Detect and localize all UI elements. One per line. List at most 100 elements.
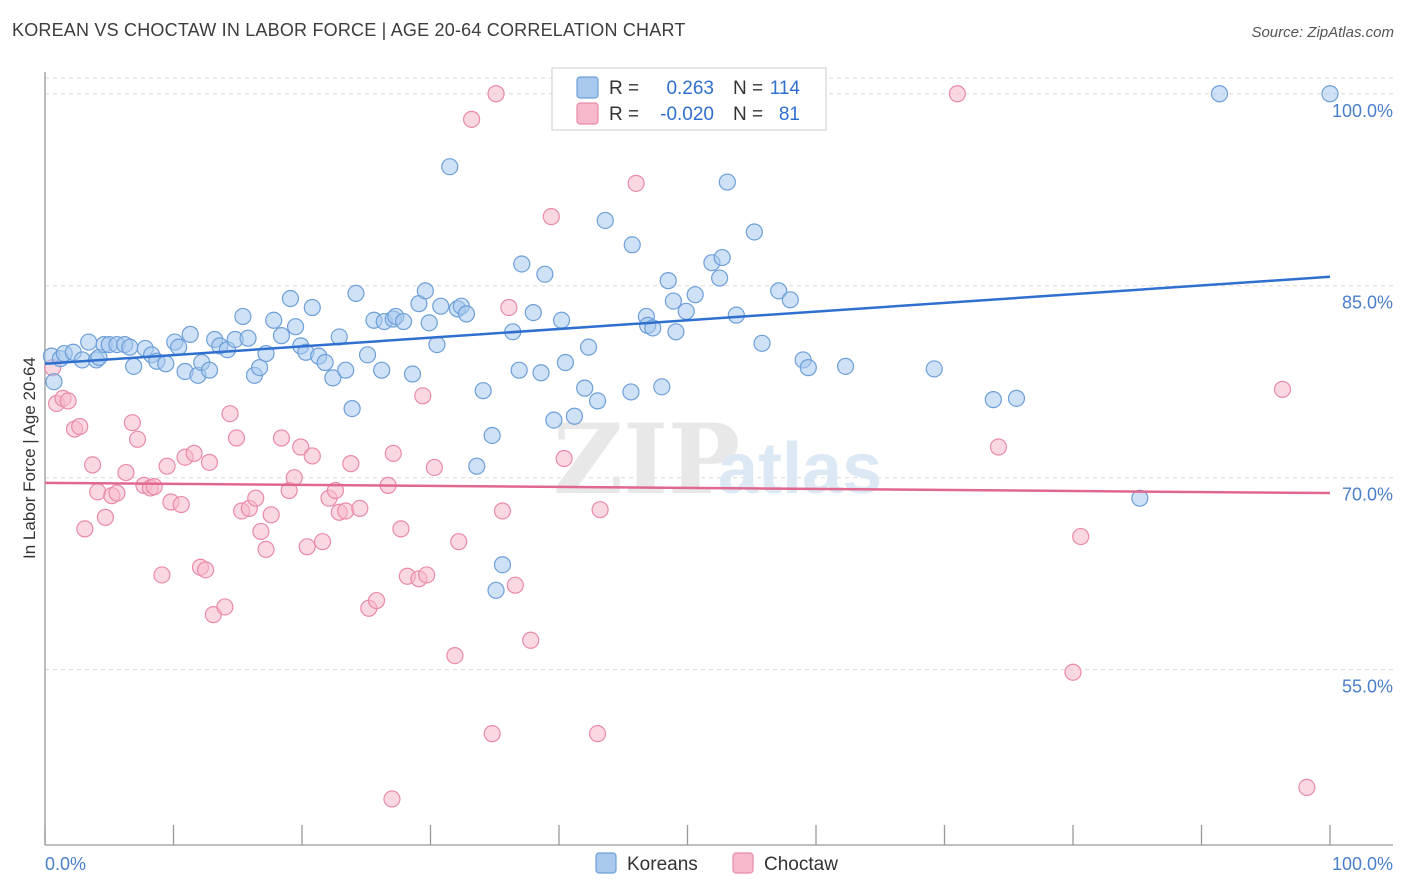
- korean-point: [576, 379, 594, 397]
- choctaw-point: [383, 790, 401, 808]
- korean-point: [80, 333, 98, 351]
- korean-point: [170, 338, 188, 356]
- korean-point: [343, 399, 361, 418]
- choctaw-point: [83, 456, 102, 474]
- korean-point: [799, 359, 817, 377]
- choctaw-point: [272, 429, 291, 447]
- korean-point: [667, 323, 685, 341]
- korean-point: [532, 364, 550, 382]
- korean-point: [45, 373, 63, 391]
- bottom-legend-label-koreans: Koreans: [627, 854, 698, 875]
- korean-point: [324, 369, 342, 387]
- choctaw-trend-line: [44, 481, 1331, 495]
- korean-point: [552, 311, 571, 329]
- korean-point: [513, 255, 531, 273]
- choctaw-point: [96, 508, 114, 526]
- korean-point: [718, 173, 736, 191]
- choctaw-point: [506, 576, 524, 594]
- trend-lines: [44, 275, 1331, 495]
- korean-point: [157, 355, 175, 373]
- stats-legend: R = 0.263 N = 114 R = -0.020 N = 81: [551, 67, 827, 131]
- korean-point: [303, 298, 321, 317]
- korean-point: [545, 411, 563, 429]
- korean-point: [121, 338, 139, 356]
- korean-point: [432, 297, 450, 315]
- korean-point: [125, 357, 143, 375]
- y-tick-labels: 55.0% 70.0% 85.0% 100.0%: [1332, 101, 1393, 697]
- choctaw-point: [627, 174, 645, 192]
- y-axis-label: In Labor Force | Age 20-64: [20, 357, 39, 559]
- korean-point: [770, 282, 788, 300]
- korean-point: [420, 314, 438, 332]
- choctaw-points: [44, 85, 1316, 808]
- korean-point: [745, 223, 763, 241]
- choctaw-point: [292, 438, 310, 456]
- choctaw-point: [392, 520, 410, 538]
- choctaw-point: [588, 725, 607, 743]
- series-legend: Koreans Choctaw: [595, 852, 838, 875]
- korean-point: [250, 359, 269, 377]
- korean-point: [316, 353, 334, 372]
- choctaw-point: [342, 455, 360, 473]
- legend-r-label-koreans: R =: [609, 78, 639, 99]
- korean-point: [394, 312, 413, 331]
- y-tick-label: 70.0%: [1342, 485, 1393, 505]
- choctaw-point: [108, 484, 126, 502]
- bottom-legend-swatch-koreans: [595, 852, 617, 874]
- korean-point: [239, 329, 257, 347]
- choctaw-point: [153, 566, 171, 584]
- y-tick-label: 100.0%: [1332, 101, 1393, 121]
- korean-point: [265, 311, 283, 329]
- choctaw-point: [487, 85, 505, 103]
- korean-point: [664, 292, 682, 310]
- korean-point: [524, 304, 542, 322]
- choctaw-point: [1072, 527, 1090, 546]
- korean-point: [623, 236, 641, 254]
- choctaw-point: [493, 502, 512, 520]
- legend-swatch-koreans: [576, 76, 599, 99]
- legend-r-value-koreans: 0.263: [666, 78, 714, 99]
- korean-point: [286, 318, 305, 336]
- korean-point: [677, 302, 695, 320]
- korean-point: [556, 353, 575, 372]
- korean-point: [536, 265, 554, 283]
- choctaw-point: [59, 392, 77, 410]
- legend-n-label-koreans: N =: [733, 78, 763, 99]
- axes: [44, 72, 1393, 846]
- chart-title: KOREAN VS CHOCTAW IN LABOR FORCE | AGE 2…: [12, 20, 686, 40]
- korean-point: [181, 325, 199, 343]
- choctaw-point: [117, 463, 135, 482]
- choctaw-point: [285, 469, 303, 487]
- choctaw-point: [123, 414, 141, 432]
- choctaw-point: [227, 429, 246, 447]
- korean-point: [487, 581, 505, 599]
- choctaw-point: [414, 387, 432, 405]
- choctaw-point: [450, 533, 468, 551]
- korean-point: [337, 361, 355, 379]
- choctaw-point: [591, 501, 609, 519]
- y-tick-label: 55.0%: [1342, 677, 1393, 697]
- choctaw-point: [446, 646, 464, 665]
- choctaw-point: [247, 489, 265, 507]
- choctaw-point: [257, 540, 275, 558]
- korean-point: [925, 360, 943, 378]
- legend-r-label-choctaw: R =: [609, 104, 639, 125]
- choctaw-point: [76, 520, 94, 538]
- korean-point: [1007, 389, 1026, 407]
- choctaw-point: [145, 478, 163, 496]
- choctaw-point: [303, 447, 321, 465]
- legend-n-value-choctaw: 81: [779, 104, 800, 125]
- legend-r-value-choctaw: -0.020: [660, 104, 714, 125]
- korean-point: [596, 211, 614, 230]
- legend-n-value-koreans: 114: [770, 78, 801, 99]
- korean-point: [441, 158, 459, 176]
- korean-point: [373, 361, 391, 379]
- x-tick-label-max: 100.0%: [1332, 854, 1393, 874]
- korean-point: [510, 361, 528, 379]
- choctaw-point: [252, 522, 270, 541]
- korean-point: [984, 391, 1002, 409]
- korean-point: [653, 378, 671, 396]
- korean-point: [347, 284, 365, 303]
- korean-point: [1321, 85, 1339, 103]
- watermark-atlas: atlas: [718, 429, 882, 509]
